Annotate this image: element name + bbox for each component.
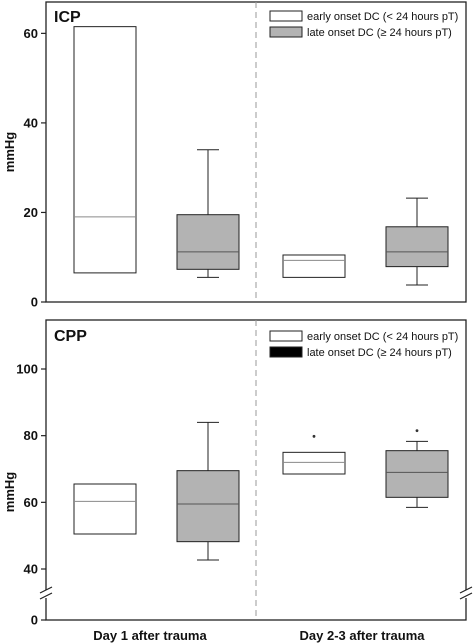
cpp-legend: early onset DC (< 24 hours pT) late onse… <box>269 330 458 359</box>
cpp-y-axis-label: mmHg <box>2 472 17 513</box>
cpp-day23-early-outlier-point <box>312 434 316 438</box>
cpp-day1-early-box <box>73 483 137 535</box>
icp-day23-late-box <box>385 226 449 268</box>
icp-panel-title: ICP <box>54 9 81 26</box>
y-tick-label: 0 <box>31 613 38 628</box>
icp-legend: early onset DC (< 24 hours pT) late onse… <box>269 10 458 39</box>
icp-legend-early-label: early onset DC (< 24 hours pT) <box>307 11 458 23</box>
cpp-day1-late-box <box>176 470 240 543</box>
x-category-label-day1: Day 1 after trauma <box>93 628 207 643</box>
icp-panel: ICP mmHg 0 20 40 60 early onset DC (< 24 ho… <box>2 1 467 310</box>
cpp-legend-early-label: early onset DC (< 24 hours pT) <box>307 331 458 343</box>
y-tick-label: 80 <box>24 428 38 443</box>
axis-break-mark-lower <box>39 592 53 600</box>
y-tick-label: 60 <box>24 495 38 510</box>
cpp-panel-title: CPP <box>54 328 87 345</box>
y-tick-label: 40 <box>24 562 38 577</box>
cpp-day23-late-outlier-point <box>415 429 419 433</box>
cpp-panel: CPP mmHg 0 40 60 80 100 early onset DC (< 24… <box>2 319 473 628</box>
icp-boxes <box>73 26 449 286</box>
icp-legend-late-swatch <box>269 26 303 38</box>
y-tick-label: 100 <box>16 362 38 377</box>
cpp-y-ticks: 0 40 60 80 100 <box>16 362 46 628</box>
axis-break-mark-upper <box>39 586 53 594</box>
cpp-legend-early-swatch <box>269 330 303 342</box>
axis-break-gap <box>40 590 52 598</box>
y-tick-label: 60 <box>24 26 38 41</box>
icp-legend-late-label: late onset DC (≥ 24 hours pT) <box>307 27 452 39</box>
icp-day1-early-box <box>73 26 137 274</box>
axis-break-mark-right-lower <box>459 592 473 600</box>
axis-break-gap-right <box>460 590 472 598</box>
cpp-axis-break <box>39 586 473 600</box>
y-tick-label: 20 <box>24 205 38 220</box>
cpp-day23-early-box <box>282 451 346 475</box>
icp-legend-early-swatch <box>269 10 303 22</box>
cpp-legend-late-label: late onset DC (≥ 24 hours pT) <box>307 347 452 359</box>
icp-y-ticks: 0 20 40 60 <box>24 26 46 310</box>
icp-y-axis-label: mmHg <box>2 132 17 173</box>
cpp-boxes <box>73 421 449 561</box>
cpp-day23-late-box <box>385 450 449 498</box>
x-category-label-day2-3: Day 2-3 after trauma <box>300 628 426 643</box>
icp-day23-early-box <box>282 254 346 278</box>
cpp-legend-late-swatch <box>269 346 303 358</box>
axis-break-mark-right-upper <box>459 586 473 594</box>
y-tick-label: 40 <box>24 115 38 130</box>
icp-day1-late-box <box>176 214 240 270</box>
y-tick-label: 0 <box>31 295 38 310</box>
